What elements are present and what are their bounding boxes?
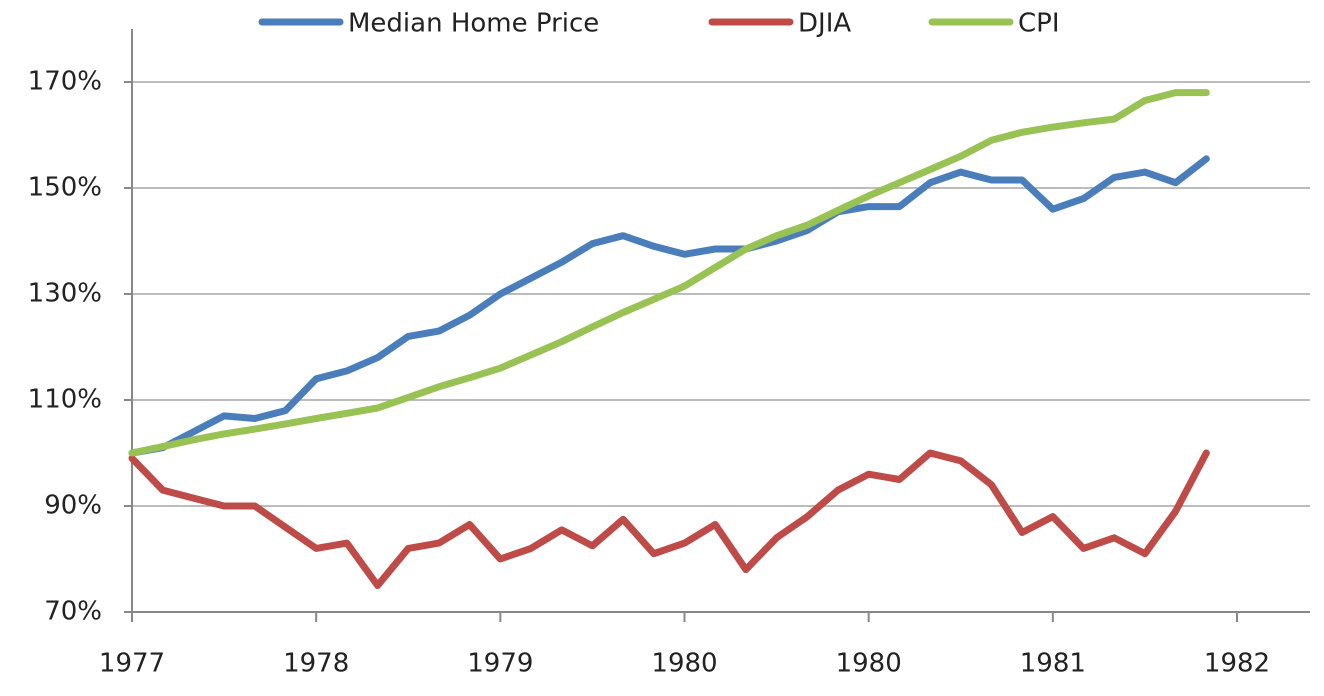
y-tick-label: 90%	[44, 491, 102, 521]
y-tick-label: 110%	[28, 385, 102, 415]
y-tick-label: 70%	[44, 597, 102, 627]
x-tick-label: 1977	[99, 649, 165, 679]
x-tick-label: 1978	[283, 649, 349, 679]
series-line	[128, 89, 1210, 457]
x-tick-label: 1980	[836, 649, 902, 679]
x-tick-label: 1979	[467, 649, 533, 679]
x-tick-label: 1982	[1204, 649, 1270, 679]
legend-label: DJIA	[798, 9, 851, 39]
y-tick-label: 150%	[28, 173, 102, 203]
y-tick-label: 170%	[28, 67, 102, 97]
series-line	[128, 449, 1210, 589]
series-line	[128, 155, 1210, 457]
legend-label: CPI	[1018, 9, 1060, 39]
x-tick-label: 1981	[1020, 649, 1086, 679]
x-tick-label: 1980	[651, 649, 717, 679]
y-tick-label: 130%	[28, 279, 102, 309]
legend-label: Median Home Price	[348, 9, 599, 39]
